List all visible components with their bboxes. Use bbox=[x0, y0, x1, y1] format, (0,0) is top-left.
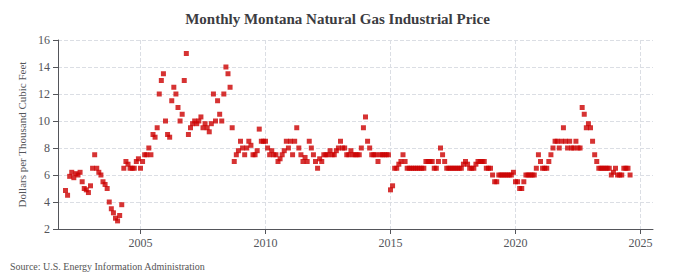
svg-text:2020: 2020 bbox=[504, 236, 528, 250]
svg-text:2015: 2015 bbox=[379, 236, 403, 250]
svg-text:2: 2 bbox=[44, 222, 50, 236]
svg-text:Dollars per Thousand Cubic Fee: Dollars per Thousand Cubic Feet bbox=[16, 62, 28, 208]
svg-text:16: 16 bbox=[38, 33, 50, 47]
svg-text:4: 4 bbox=[44, 195, 50, 209]
svg-text:2025: 2025 bbox=[629, 236, 653, 250]
svg-text:14: 14 bbox=[38, 60, 50, 74]
svg-text:8: 8 bbox=[44, 141, 50, 155]
svg-text:Monthly Montana Natural Gas In: Monthly Montana Natural Gas Industrial P… bbox=[185, 11, 490, 27]
svg-text:10: 10 bbox=[38, 114, 50, 128]
svg-text:6: 6 bbox=[44, 168, 50, 182]
svg-text:2010: 2010 bbox=[254, 236, 278, 250]
svg-text:2005: 2005 bbox=[129, 236, 153, 250]
svg-text:12: 12 bbox=[38, 87, 50, 101]
svg-text:Source: U.S. Energy Informatio: Source: U.S. Energy Information Administ… bbox=[10, 261, 205, 272]
